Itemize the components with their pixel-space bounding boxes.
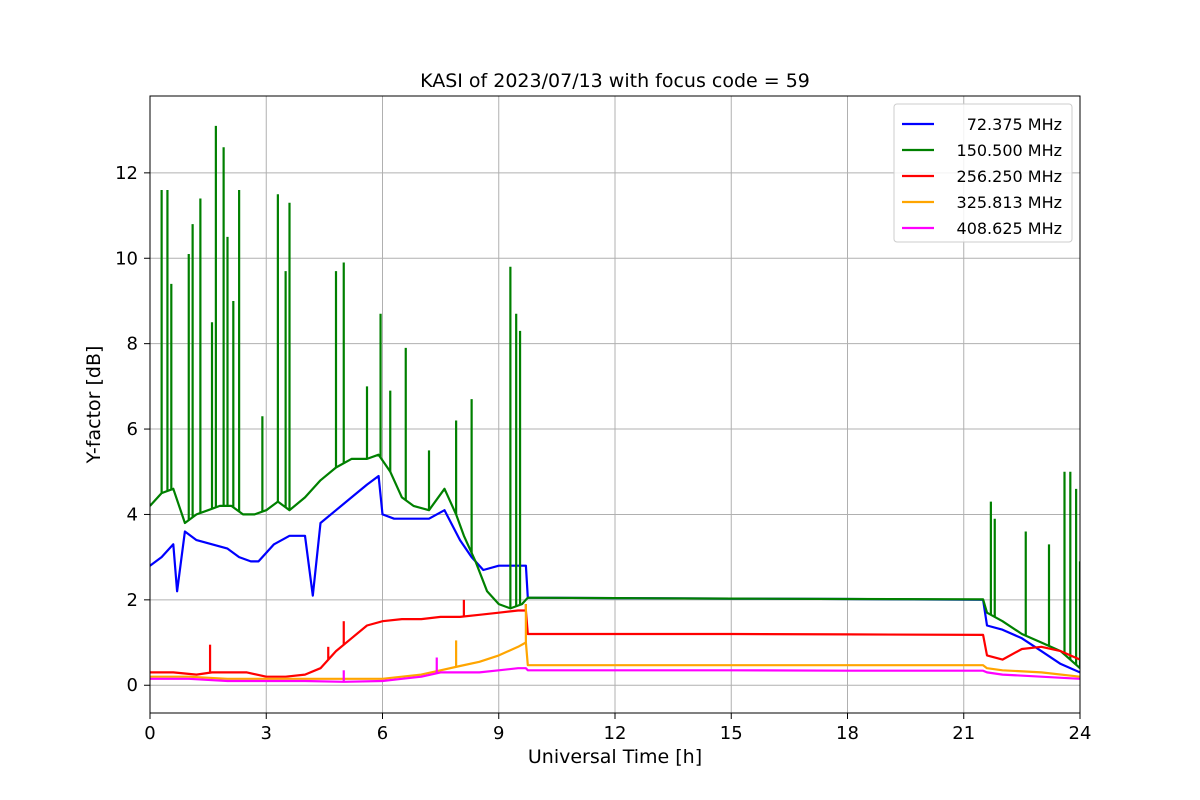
legend-label: 325.813 MHz	[957, 193, 1062, 212]
series-line-408-625-mhz	[150, 667, 1080, 683]
x-tick-label: 18	[836, 723, 859, 744]
y-tick-label: 0	[127, 675, 138, 696]
x-axis-title: Universal Time [h]	[528, 746, 702, 768]
x-tick-label: 0	[144, 723, 155, 744]
y-tick-label: 8	[127, 334, 138, 355]
legend-label: 150.500 MHz	[957, 141, 1062, 160]
legend: 72.375 MHz 150.500 MHz 256.250 MHz 325.813 …	[893, 103, 1073, 243]
series-408-625-mhz	[150, 657, 1080, 683]
x-tick-label: 6	[377, 723, 388, 744]
y-tick-label: 2	[127, 590, 138, 611]
x-tick-label: 24	[1069, 723, 1092, 744]
series-150-500-mhz	[150, 125, 1080, 670]
legend-label: 256.250 MHz	[957, 167, 1062, 186]
chart-title: KASI of 2023/07/13 with focus code = 59	[420, 70, 810, 92]
y-tick-label: 10	[115, 248, 138, 269]
series-325-813-mhz	[150, 604, 1080, 680]
y-tick-label: 12	[115, 163, 138, 184]
x-tick-label: 9	[493, 723, 504, 744]
x-tick-label: 21	[952, 723, 975, 744]
y-tick-label: 4	[127, 504, 138, 525]
legend-box	[893, 103, 1073, 243]
series-256-250-mhz	[150, 599, 1080, 678]
series-line-325-813-mhz	[150, 641, 1080, 680]
y-axis-title: Y-factor [dB]	[83, 346, 105, 465]
legend-label: 72.375 MHz	[967, 115, 1062, 134]
series-layer	[150, 125, 1080, 683]
x-tick-label: 12	[604, 723, 627, 744]
series-line-256-250-mhz	[150, 609, 1080, 678]
x-tick-label: 3	[261, 723, 272, 744]
series-line-150-500-mhz	[150, 453, 1080, 670]
y-tick-label: 6	[127, 419, 138, 440]
legend-label: 408.625 MHz	[957, 219, 1062, 238]
x-tick-label: 15	[720, 723, 743, 744]
